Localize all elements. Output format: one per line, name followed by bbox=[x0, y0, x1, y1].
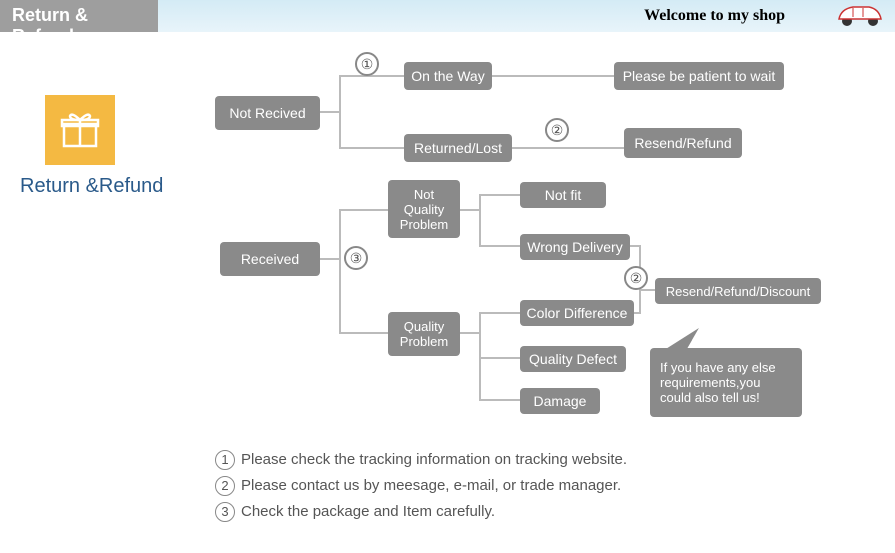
node-not-received: Not Recived bbox=[215, 96, 320, 130]
car-icon bbox=[835, 0, 885, 34]
node-not-quality: Not Quality Problem bbox=[388, 180, 460, 238]
marker-3: ③ bbox=[344, 246, 368, 270]
gift-icon-box bbox=[45, 95, 115, 165]
legend-row-3: 3 Check the package and Item carefully. bbox=[215, 499, 627, 525]
legend-num-3: 3 bbox=[215, 502, 235, 522]
node-resend-refund: Resend/Refund bbox=[624, 128, 742, 158]
legend-row-1: 1 Please check the tracking information o… bbox=[215, 447, 627, 473]
welcome-text: Welcome to my shop bbox=[644, 7, 785, 25]
node-received: Received bbox=[220, 242, 320, 276]
node-quality: Quality Problem bbox=[388, 312, 460, 356]
legend-text-2: Please contact us by meesage, e-mail, or… bbox=[241, 477, 621, 494]
legend-text-1: Please check the tracking information on… bbox=[241, 451, 627, 468]
gift-icon bbox=[60, 110, 100, 150]
legend: 1 Please check the tracking information o… bbox=[215, 447, 627, 525]
node-quality-defect: Quality Defect bbox=[520, 346, 626, 372]
node-patient: Please be patient to wait bbox=[614, 62, 784, 90]
legend-row-2: 2 Please contact us by meesage, e-mail, o… bbox=[215, 473, 627, 499]
node-on-way: On the Way bbox=[404, 62, 492, 90]
legend-num-2: 2 bbox=[215, 476, 235, 496]
node-wrong-delivery: Wrong Delivery bbox=[520, 234, 630, 260]
node-not-fit: Not fit bbox=[520, 182, 606, 208]
header-right: Welcome to my shop bbox=[158, 0, 895, 32]
section-title: Return &Refund bbox=[20, 175, 163, 198]
speech-bubble: If you have any else requirements,you co… bbox=[650, 348, 802, 417]
node-resend-discount: Resend/Refund/Discount bbox=[655, 278, 821, 304]
marker-2b: ② bbox=[624, 266, 648, 290]
node-damage: Damage bbox=[520, 388, 600, 414]
legend-text-3: Check the package and Item carefully. bbox=[241, 503, 495, 520]
header-title: Return & Refund bbox=[0, 0, 158, 32]
node-returned-lost: Returned/Lost bbox=[404, 134, 512, 162]
legend-num-1: 1 bbox=[215, 450, 235, 470]
marker-2a: ② bbox=[545, 118, 569, 142]
marker-1a: ① bbox=[355, 52, 379, 76]
header-bar: Return & Refund Welcome to my shop bbox=[0, 0, 895, 32]
node-color-diff: Color Difference bbox=[520, 300, 634, 326]
